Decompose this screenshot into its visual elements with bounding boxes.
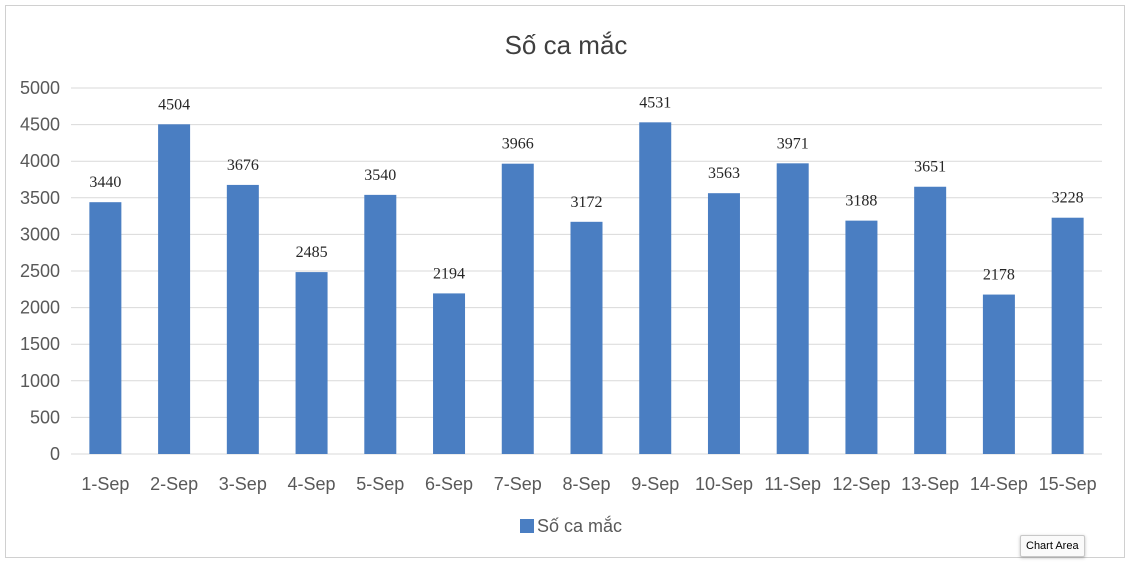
data-label: 4504 (158, 96, 190, 113)
bar[interactable] (707, 193, 740, 454)
chart-title[interactable]: Số ca mắc (505, 30, 628, 60)
y-tick-label: 1000 (20, 371, 60, 391)
data-label: 3172 (571, 194, 603, 211)
bar[interactable] (501, 163, 534, 455)
legend[interactable]: Số ca mắc (520, 515, 622, 536)
x-tick-label: 12-Sep (832, 474, 890, 494)
data-label: 3188 (845, 193, 877, 210)
x-tick-label: 8-Sep (562, 474, 610, 494)
data-label: 3563 (708, 165, 740, 182)
x-tick-label: 11-Sep (764, 474, 821, 494)
x-tick-label: 4-Sep (288, 474, 336, 494)
x-tick-label: 10-Sep (695, 474, 753, 494)
y-tick-label: 5000 (20, 78, 60, 98)
bars (89, 122, 1084, 455)
data-label: 3966 (502, 136, 534, 153)
x-tick-label: 7-Sep (494, 474, 542, 494)
y-tick-label: 3000 (20, 224, 60, 244)
bar[interactable] (433, 293, 466, 454)
bar[interactable] (158, 124, 191, 455)
bar[interactable] (295, 272, 328, 454)
y-tick-label: 2500 (20, 261, 60, 281)
bar[interactable] (1051, 217, 1084, 454)
data-label: 2178 (983, 267, 1015, 284)
y-tick-label: 3500 (20, 188, 60, 208)
bar[interactable] (89, 202, 122, 454)
data-label: 3676 (227, 157, 259, 174)
data-labels: 3440 4504 3676 2485 3540 2194 3966 3172 4531 3563… (89, 94, 1083, 283)
data-label: 3971 (777, 135, 809, 152)
bar[interactable] (914, 186, 947, 454)
y-tick-label: 4000 (20, 151, 60, 171)
x-tick-label: 13-Sep (901, 474, 959, 494)
x-tick-label: 6-Sep (425, 474, 473, 494)
data-label: 3228 (1052, 190, 1084, 207)
x-axis-ticks: 1-Sep 2-Sep 3-Sep 4-Sep 5-Sep 6-Sep 7-Sep 8-Sep… (81, 474, 1096, 494)
data-label: 4531 (639, 94, 671, 111)
y-tick-label: 2000 (20, 298, 60, 318)
x-tick-label: 2-Sep (150, 474, 198, 494)
chart-area[interactable]: Số ca mắc 0 500 1000 1500 2000 2500 3000 3500 40… (5, 5, 1125, 558)
bar-chart: Số ca mắc 0 500 1000 1500 2000 2500 3000 3500 40… (20, 30, 1102, 536)
bar[interactable] (639, 122, 672, 454)
y-tick-label: 0 (50, 444, 60, 464)
bar[interactable] (776, 163, 809, 454)
bar[interactable] (845, 220, 878, 454)
data-label: 2194 (433, 265, 465, 282)
bar[interactable] (364, 194, 397, 454)
data-label: 3540 (364, 167, 396, 184)
data-label: 3651 (914, 159, 946, 176)
bar[interactable] (570, 221, 603, 454)
y-tick-label: 4500 (20, 115, 60, 135)
legend-swatch (520, 519, 534, 533)
legend-label: Số ca mắc (537, 515, 622, 536)
data-label: 2485 (296, 244, 328, 261)
x-tick-label: 1-Sep (81, 474, 129, 494)
x-tick-label: 14-Sep (970, 474, 1028, 494)
data-label: 3440 (89, 174, 121, 191)
x-tick-label: 9-Sep (631, 474, 679, 494)
chart-area-tooltip: Chart Area (1020, 535, 1085, 557)
bar[interactable] (226, 184, 259, 454)
x-tick-label: 5-Sep (356, 474, 404, 494)
y-tick-label: 1500 (20, 334, 60, 354)
x-tick-label: 3-Sep (219, 474, 267, 494)
y-axis-ticks: 0 500 1000 1500 2000 2500 3000 3500 4000 4500 5000 (20, 78, 60, 464)
bar[interactable] (982, 294, 1015, 454)
y-tick-label: 500 (30, 407, 60, 427)
x-tick-label: 15-Sep (1039, 474, 1097, 494)
